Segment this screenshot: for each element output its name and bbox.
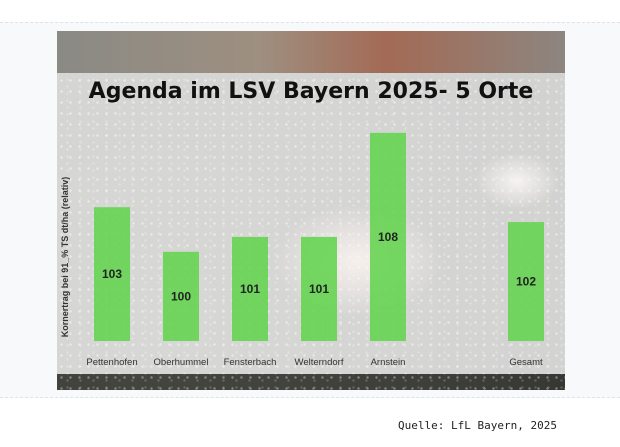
chart-bottom-strip (57, 374, 565, 390)
x-tick-label: Oberhummel (154, 357, 209, 368)
data-label: 102 (516, 275, 536, 289)
data-label: 101 (309, 282, 329, 296)
chart: Agenda im LSV Bayern 2025- 5 Orte Korner… (57, 31, 565, 390)
x-tick-label: Pettenhofen (86, 357, 137, 368)
source-caption: Quelle: LfL Bayern, 2025 (398, 419, 557, 432)
bar-welterndorf (301, 236, 337, 341)
x-tick-label: Fensterbach (224, 357, 277, 368)
data-label: 101 (240, 282, 260, 296)
bar-gesamt (508, 222, 544, 341)
data-label: 100 (171, 289, 191, 303)
chart-title: Agenda im LSV Bayern 2025- 5 Orte (88, 79, 534, 104)
data-label: 103 (102, 267, 122, 281)
data-label: 108 (378, 230, 398, 244)
x-tick-label: Gesamt (509, 357, 543, 368)
background-photo-top (57, 31, 565, 73)
bar-oberhummel (163, 251, 199, 341)
bar-fensterbach (232, 236, 268, 341)
x-tick-label: Welterndorf (295, 357, 344, 368)
bar-layer: 103 Pettenhofen 100 Oberhummel 101 Fensterbac… (86, 132, 544, 368)
bar-pettenhofen (94, 207, 130, 341)
x-tick-label: Arnstein (371, 357, 406, 368)
bar-arnstein (370, 132, 406, 341)
